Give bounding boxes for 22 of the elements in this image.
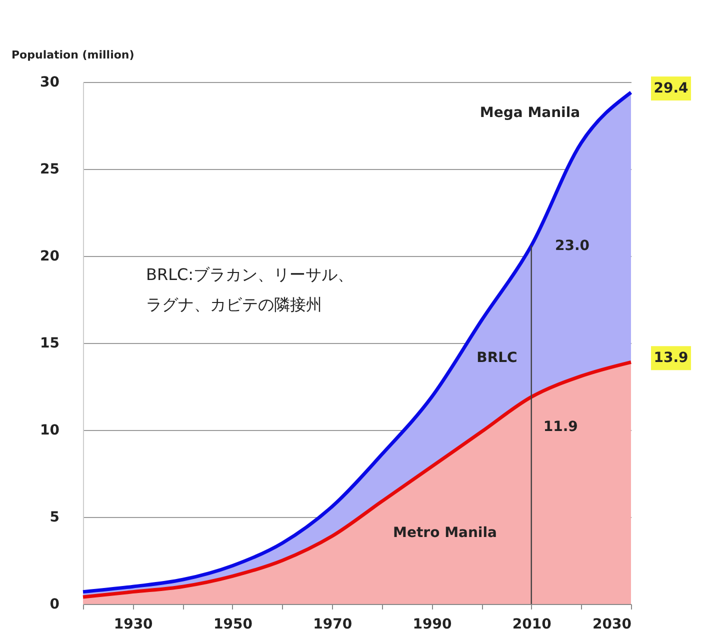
x-tick-label: 1990	[412, 616, 452, 632]
y-tick-label: 0	[50, 596, 60, 612]
y-tick-label: 15	[40, 336, 60, 352]
data-label: 13.9	[654, 350, 688, 366]
annotation: BRLC:ブラカン、リーサル、ラグナ、カビテの隣接州	[146, 265, 354, 314]
y-tick-label: 25	[40, 162, 60, 178]
y-tick-label: 30	[40, 74, 60, 90]
data-label: 11.9	[543, 418, 578, 435]
annotation: 23.0	[555, 238, 590, 254]
x-tick-label: 1950	[213, 616, 253, 632]
y-tick-label: 5	[50, 510, 60, 526]
annotation: BRLC	[476, 350, 518, 366]
y-axis-title: Population (million)	[12, 48, 134, 62]
y-tick-label: 10	[40, 422, 60, 438]
x-tick-label: 1970	[313, 616, 352, 632]
x-tick-label: 2030	[592, 616, 632, 632]
series-label: Mega Manila	[480, 105, 580, 121]
data-label: 29.4	[654, 80, 689, 96]
x-tick-label: 2010	[512, 616, 552, 632]
x-tick-label: 1930	[114, 616, 154, 632]
y-tick-label: 20	[40, 248, 60, 264]
series-label: Metro Manila	[393, 525, 497, 541]
